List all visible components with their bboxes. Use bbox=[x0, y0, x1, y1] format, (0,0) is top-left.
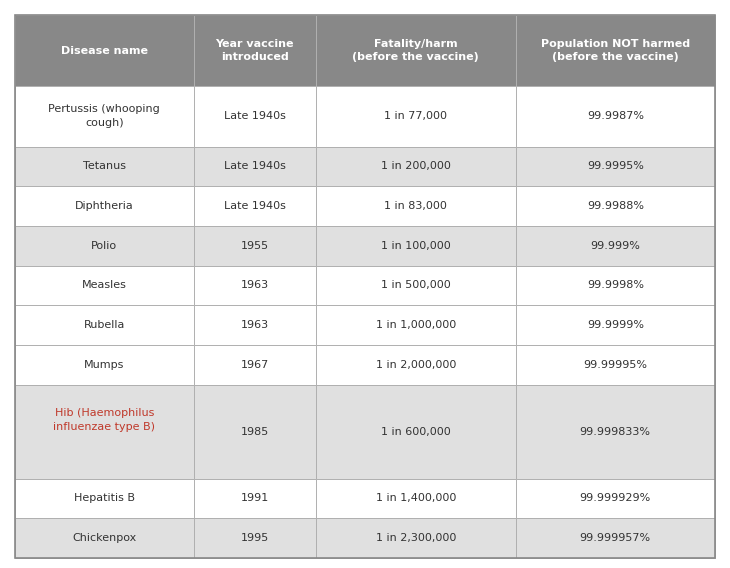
Text: Hib (Haemophilus
influenzae type B): Hib (Haemophilus influenzae type B) bbox=[53, 408, 155, 432]
Text: 99.99995%: 99.99995% bbox=[583, 360, 648, 370]
Text: 1985: 1985 bbox=[241, 427, 269, 437]
Text: 99.9987%: 99.9987% bbox=[587, 111, 644, 122]
Text: 99.9988%: 99.9988% bbox=[587, 201, 644, 211]
Text: 1955: 1955 bbox=[241, 241, 269, 251]
Text: Disease name: Disease name bbox=[61, 45, 147, 56]
Bar bbox=[515, 15, 715, 86]
Bar bbox=[193, 226, 316, 266]
Bar bbox=[15, 305, 193, 345]
Bar bbox=[15, 226, 193, 266]
Bar bbox=[316, 305, 515, 345]
Bar bbox=[15, 15, 193, 86]
Text: 1 in 2,000,000: 1 in 2,000,000 bbox=[375, 360, 456, 370]
Text: 1 in 100,000: 1 in 100,000 bbox=[381, 241, 450, 251]
Bar bbox=[15, 86, 193, 147]
Text: 1 in 83,000: 1 in 83,000 bbox=[384, 201, 447, 211]
Text: 1 in 1,000,000: 1 in 1,000,000 bbox=[376, 320, 456, 330]
Bar bbox=[15, 345, 193, 385]
Bar bbox=[193, 479, 316, 519]
Bar bbox=[193, 305, 316, 345]
Bar bbox=[515, 345, 715, 385]
Text: 1 in 1,400,000: 1 in 1,400,000 bbox=[375, 494, 456, 503]
Text: Pertussis (whooping
cough): Pertussis (whooping cough) bbox=[48, 105, 160, 128]
Bar bbox=[515, 147, 715, 186]
Text: 99.999957%: 99.999957% bbox=[580, 533, 651, 543]
Bar bbox=[15, 519, 193, 558]
Bar bbox=[193, 147, 316, 186]
Bar bbox=[515, 266, 715, 305]
Text: 99.999833%: 99.999833% bbox=[580, 427, 650, 437]
Text: Tetanus: Tetanus bbox=[82, 161, 126, 172]
Text: 1991: 1991 bbox=[241, 494, 269, 503]
Bar bbox=[193, 345, 316, 385]
Text: Diphtheria: Diphtheria bbox=[75, 201, 134, 211]
Bar bbox=[193, 86, 316, 147]
Bar bbox=[515, 479, 715, 519]
Bar bbox=[316, 86, 515, 147]
Bar bbox=[15, 147, 193, 186]
Text: 1 in 200,000: 1 in 200,000 bbox=[381, 161, 450, 172]
Text: 1967: 1967 bbox=[241, 360, 269, 370]
Bar bbox=[15, 266, 193, 305]
Bar bbox=[316, 15, 515, 86]
Text: Rubella: Rubella bbox=[83, 320, 125, 330]
Text: 1995: 1995 bbox=[241, 533, 269, 543]
Text: 99.999929%: 99.999929% bbox=[580, 494, 651, 503]
Bar bbox=[316, 385, 515, 479]
Text: Fatality/harm
(before the vaccine): Fatality/harm (before the vaccine) bbox=[353, 39, 479, 62]
Bar bbox=[316, 226, 515, 266]
Text: Population NOT harmed
(before the vaccine): Population NOT harmed (before the vaccin… bbox=[541, 39, 690, 62]
Text: Measles: Measles bbox=[82, 281, 127, 290]
Bar bbox=[15, 385, 193, 479]
Text: Year vaccine
introduced: Year vaccine introduced bbox=[215, 39, 294, 62]
Text: Chickenpox: Chickenpox bbox=[72, 533, 137, 543]
Bar bbox=[316, 345, 515, 385]
Text: 1 in 77,000: 1 in 77,000 bbox=[384, 111, 447, 122]
Bar bbox=[316, 479, 515, 519]
Bar bbox=[515, 305, 715, 345]
Text: 99.9998%: 99.9998% bbox=[587, 281, 644, 290]
Bar bbox=[515, 186, 715, 226]
Text: Late 1940s: Late 1940s bbox=[224, 111, 285, 122]
Bar bbox=[15, 186, 193, 226]
Bar bbox=[316, 266, 515, 305]
Text: 1963: 1963 bbox=[241, 320, 269, 330]
Bar bbox=[193, 519, 316, 558]
Bar bbox=[193, 385, 316, 479]
Bar bbox=[515, 519, 715, 558]
Text: Late 1940s: Late 1940s bbox=[224, 161, 285, 172]
Bar bbox=[193, 186, 316, 226]
Text: 1 in 2,300,000: 1 in 2,300,000 bbox=[375, 533, 456, 543]
Text: 99.9995%: 99.9995% bbox=[587, 161, 644, 172]
Text: 1 in 600,000: 1 in 600,000 bbox=[381, 427, 450, 437]
Text: Late 1940s: Late 1940s bbox=[224, 201, 285, 211]
Bar bbox=[316, 186, 515, 226]
Text: Mumps: Mumps bbox=[84, 360, 124, 370]
Text: 1 in 500,000: 1 in 500,000 bbox=[381, 281, 450, 290]
Bar bbox=[515, 385, 715, 479]
Text: Polio: Polio bbox=[91, 241, 118, 251]
Bar bbox=[316, 147, 515, 186]
Text: 99.999%: 99.999% bbox=[591, 241, 640, 251]
Bar bbox=[515, 226, 715, 266]
Text: Hepatitis B: Hepatitis B bbox=[74, 494, 135, 503]
Bar bbox=[193, 15, 316, 86]
Text: 1963: 1963 bbox=[241, 281, 269, 290]
Bar bbox=[15, 479, 193, 519]
Bar bbox=[193, 266, 316, 305]
Bar bbox=[316, 519, 515, 558]
Bar bbox=[515, 86, 715, 147]
Text: 99.9999%: 99.9999% bbox=[587, 320, 644, 330]
